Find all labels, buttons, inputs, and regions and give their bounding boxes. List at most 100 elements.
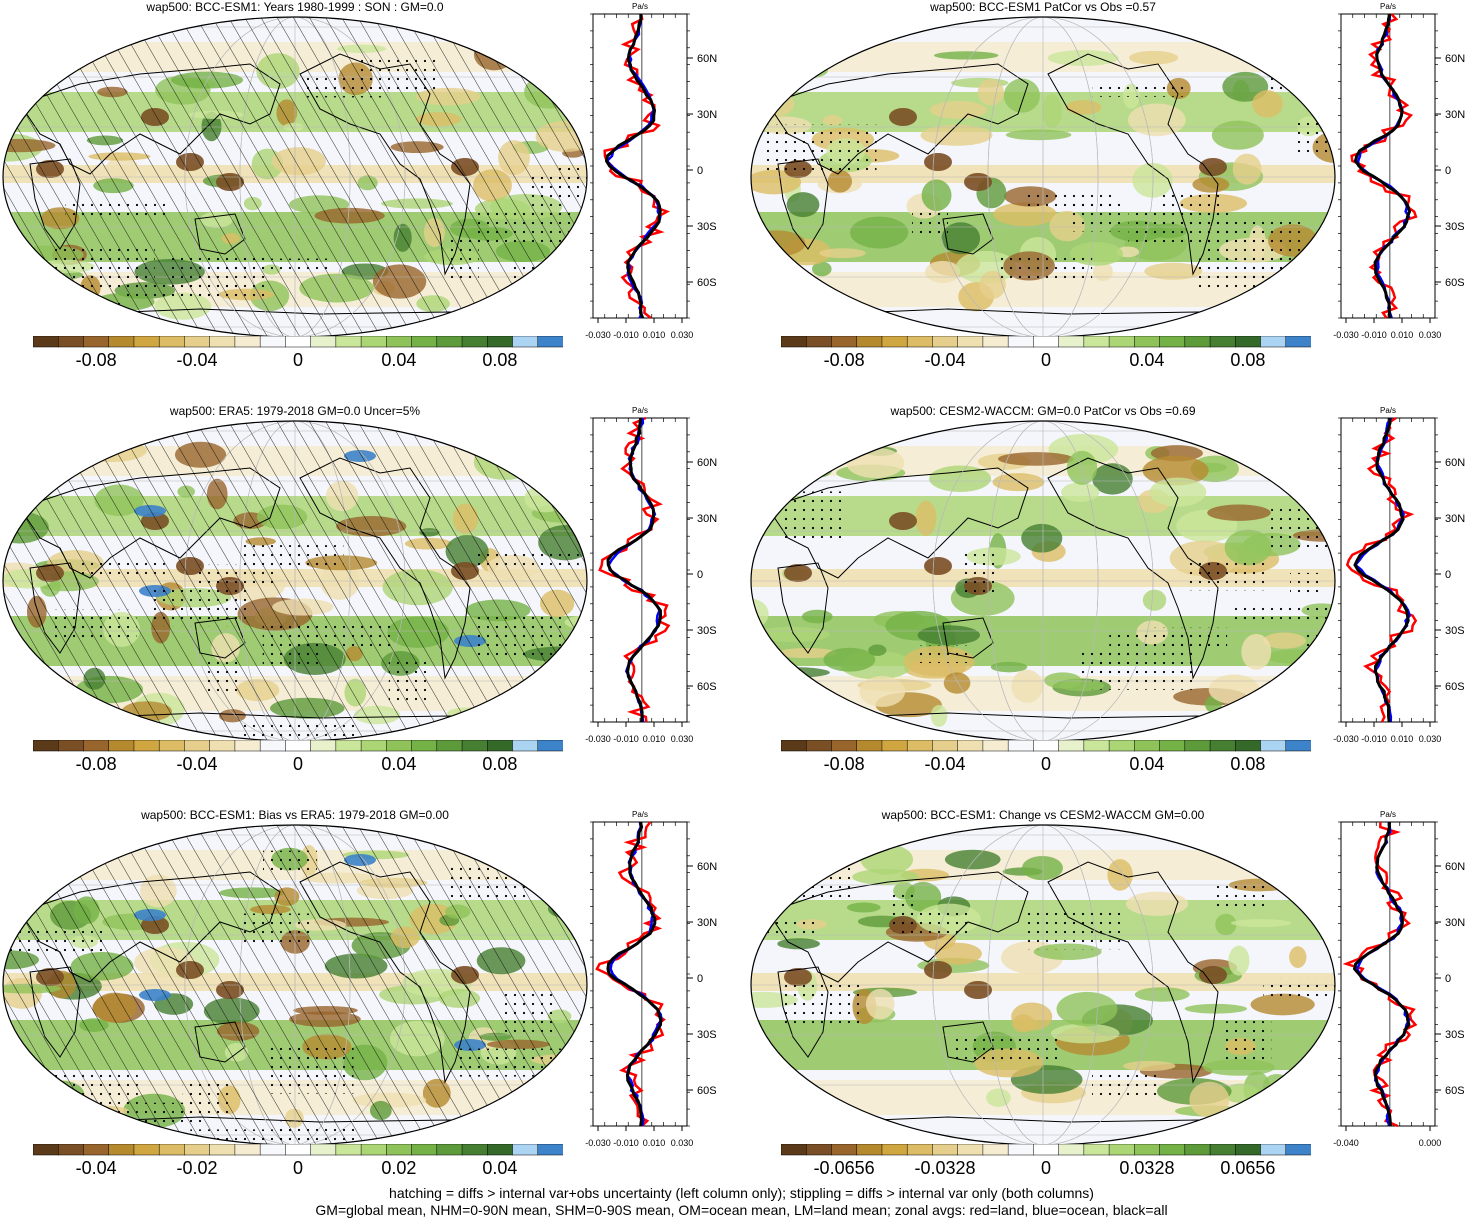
profile-x-label: 0.010 xyxy=(643,330,666,340)
ocean-zonal-curve xyxy=(607,417,661,723)
profile-x-label: -0.010 xyxy=(613,330,639,340)
zonal-profile: Pa/s 60N 30N 0 30S 60S -0.040 0.000 xyxy=(1333,810,1465,1148)
colorbar-tick-label: -0.04 xyxy=(75,1158,117,1178)
zonal-profile: Pa/s 60N 30N 0 30S 60S -0.030 -0.010 0.010 0.030 xyxy=(1333,2,1465,340)
profile-lat-label: 60S xyxy=(1445,277,1465,289)
colorbar-tick-label: -0.08 xyxy=(75,754,117,774)
profile-lat-label: 30N xyxy=(697,917,717,929)
profile-lat-label: 0 xyxy=(1445,973,1451,985)
colorbar-tick-label: 0.0328 xyxy=(1119,1158,1175,1178)
colorbar-tick-label: -0.0656 xyxy=(813,1158,875,1178)
profile-x-label: 0.030 xyxy=(1419,734,1442,744)
all-zonal-curve xyxy=(1353,13,1412,319)
profile-units: Pa/s xyxy=(632,2,648,11)
colorbar xyxy=(33,336,563,348)
world-map xyxy=(750,16,1336,338)
colorbar-tick-label: -0.04 xyxy=(924,754,966,774)
profile-x-label: 0.010 xyxy=(1391,330,1414,340)
colorbar xyxy=(33,740,563,752)
world-map xyxy=(750,824,1336,1146)
panel-title: wap500: BCC-ESM1: Bias vs ERA5: 1979-201… xyxy=(141,808,449,822)
profile-x-label: 0.010 xyxy=(643,1138,666,1148)
land-zonal-curve xyxy=(1342,821,1418,1128)
map-panel-p1: wap500: BCC-ESM1: Years 1980-1999 : SON … xyxy=(0,0,745,380)
colorbar-tick-label: 0 xyxy=(1040,754,1052,774)
profile-x-label: -0.010 xyxy=(613,1138,639,1148)
all-zonal-curve xyxy=(606,417,663,723)
profile-units: Pa/s xyxy=(1380,406,1396,415)
colorbar-tick-label: -0.08 xyxy=(823,754,865,774)
panel-title: wap500: BCC-ESM1: Years 1980-1999 : SON … xyxy=(146,0,444,14)
profile-units: Pa/s xyxy=(632,810,648,819)
zonal-profile: Pa/s 60N 30N 0 30S 60S -0.030 -0.010 0.010 0.030 xyxy=(585,406,717,744)
colorbar xyxy=(781,336,1311,348)
profile-lat-label: 0 xyxy=(697,165,703,177)
profile-lat-label: 30S xyxy=(1445,221,1465,233)
panel-title: wap500: CESM2-WACCM: GM=0.0 PatCor vs Ob… xyxy=(890,404,1196,418)
colorbar-tick-label: -0.08 xyxy=(75,350,117,370)
world-map xyxy=(750,420,1336,742)
profile-lat-label: 30S xyxy=(697,625,717,637)
profile-lat-label: 0 xyxy=(1445,569,1451,581)
profile-x-label: -0.010 xyxy=(613,734,639,744)
profile-x-label: -0.040 xyxy=(1333,1138,1359,1148)
profile-x-label: -0.030 xyxy=(1333,330,1359,340)
profile-units: Pa/s xyxy=(1380,810,1396,819)
profile-lat-label: 60S xyxy=(1445,1085,1465,1097)
profile-x-label: -0.030 xyxy=(585,1138,611,1148)
profile-lat-label: 60S xyxy=(1445,681,1465,693)
world-map xyxy=(2,420,588,742)
zonal-profile: Pa/s 60N 30N 0 30S 60S -0.030 -0.010 0.010 0.030 xyxy=(1333,406,1465,744)
colorbar-tick-label: 0.08 xyxy=(1230,754,1266,774)
colorbar xyxy=(781,740,1311,752)
profile-lat-label: 30S xyxy=(697,1029,717,1041)
ocean-zonal-curve xyxy=(605,13,662,319)
world-map xyxy=(2,16,588,338)
profile-lat-label: 60N xyxy=(697,53,717,65)
profile-lat-label: 0 xyxy=(697,569,703,581)
colorbar-tick-label: 0.04 xyxy=(381,350,417,370)
profile-lat-label: 30N xyxy=(697,513,717,525)
land-zonal-curve xyxy=(1350,13,1418,319)
profile-lat-label: 0 xyxy=(1445,165,1451,177)
profile-x-label: -0.010 xyxy=(1361,734,1387,744)
profile-lat-label: 0 xyxy=(697,973,703,985)
colorbar-tick-label: -0.08 xyxy=(823,350,865,370)
colorbar xyxy=(781,1144,1311,1156)
colorbar-tick-label: 0 xyxy=(1040,1158,1052,1178)
panel-title: wap500: BCC-ESM1: Change vs CESM2-WACCM … xyxy=(881,808,1205,822)
land-zonal-curve xyxy=(603,13,670,319)
colorbar-tick-label: 0.04 xyxy=(1129,754,1165,774)
colorbar-tick-label: -0.02 xyxy=(176,1158,218,1178)
profile-lat-label: 30N xyxy=(1445,109,1465,121)
profile-x-label: 0.030 xyxy=(671,330,694,340)
panel-title: wap500: ERA5: 1979-2018 GM=0.0 Uncer=5% xyxy=(169,404,421,418)
map-panel-p2: wap500: BCC-ESM1 PatCor vs Obs =0.57 -0.… xyxy=(748,0,1483,380)
zonal-profile: Pa/s 60N 30N 0 30S 60S -0.030 -0.010 0.010 0.030 xyxy=(585,810,717,1148)
profile-lat-label: 30N xyxy=(1445,917,1465,929)
footer-line-2: GM=global mean, NHM=0-90N mean, SHM=0-90… xyxy=(315,1202,1168,1218)
colorbar-tick-label: 0.04 xyxy=(482,1158,518,1178)
profile-lat-label: 60N xyxy=(1445,53,1465,65)
colorbar-tick-label: -0.04 xyxy=(924,350,966,370)
colorbar-tick-label: 0.04 xyxy=(381,754,417,774)
land-zonal-curve xyxy=(598,416,671,723)
footer-line-1: hatching = diffs > internal var+obs unce… xyxy=(389,1185,1094,1201)
world-map xyxy=(2,824,588,1146)
colorbar-tick-label: 0.08 xyxy=(482,350,518,370)
profile-lat-label: 30N xyxy=(1445,513,1465,525)
colorbar-tick-label: 0 xyxy=(292,754,304,774)
colorbar-tick-label: -0.04 xyxy=(176,350,218,370)
profile-lat-label: 30S xyxy=(1445,625,1465,637)
colorbar-tick-label: 0.0656 xyxy=(1220,1158,1276,1178)
colorbar xyxy=(33,1144,563,1156)
profile-x-label: 0.010 xyxy=(643,734,666,744)
profile-x-label: 0.010 xyxy=(1391,734,1414,744)
ocean-zonal-curve xyxy=(609,821,663,1127)
colorbar-tick-label: 0.08 xyxy=(482,754,518,774)
profile-lat-label: 60S xyxy=(697,277,717,289)
profile-lat-label: 60S xyxy=(697,1085,717,1097)
profile-lat-label: 60S xyxy=(697,681,717,693)
colorbar-tick-label: 0.08 xyxy=(1230,350,1266,370)
zonal-profile: Pa/s 60N 30N 0 30S 60S -0.030 -0.010 0.010 0.030 xyxy=(585,2,717,340)
